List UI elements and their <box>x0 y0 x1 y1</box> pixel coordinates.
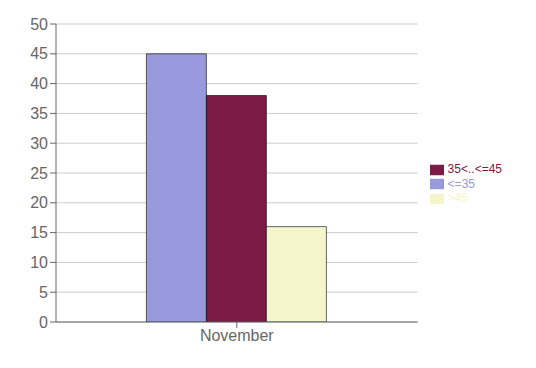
svg-text:0: 0 <box>39 314 48 331</box>
svg-text:25: 25 <box>30 165 48 182</box>
svg-text:45: 45 <box>30 45 48 62</box>
svg-text:5: 5 <box>39 284 48 301</box>
svg-text:November: November <box>200 327 274 344</box>
svg-text:40: 40 <box>30 75 48 92</box>
svg-text:10: 10 <box>30 254 48 271</box>
svg-text:50: 50 <box>30 16 48 33</box>
html-text:>45: >45 <box>447 191 468 206</box>
svg-text:30: 30 <box>30 135 48 152</box>
svg-text:15: 15 <box>30 224 48 241</box>
svg-text:20: 20 <box>30 194 48 211</box>
html-text:<=35: <=35 <box>447 176 475 191</box>
html-text:35<..<=45: 35<..<=45 <box>447 161 502 176</box>
svg-text:35: 35 <box>30 105 48 122</box>
